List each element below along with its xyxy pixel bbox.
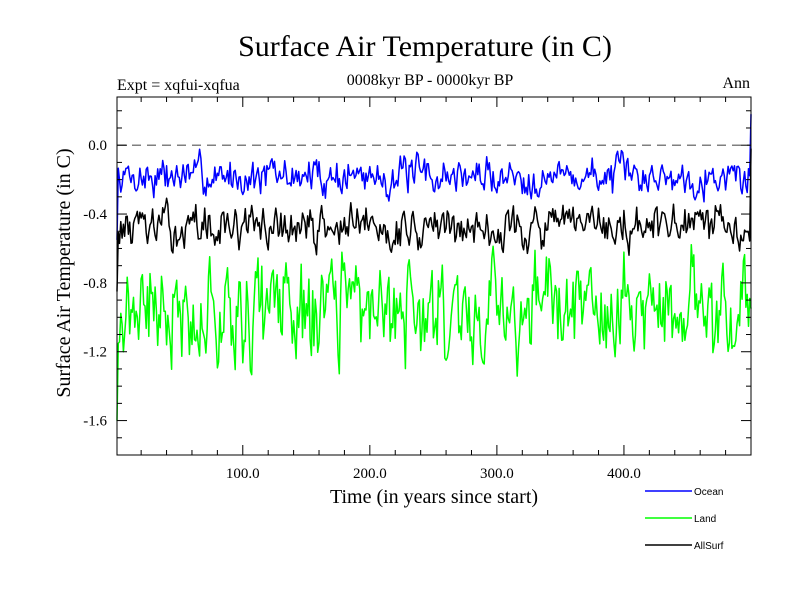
x-tick-label: 300.0 [480,466,514,482]
y-tick-label: -0.8 [83,276,107,292]
y-tick-label: -1.2 [83,345,107,361]
plot-area: 100.0 200.0 300.0 400.0 0.0 -0.4 -0.8 -1.2 -1.6 [83,96,752,482]
chart-title: Surface Air Temperature (in C) [238,30,612,63]
plot-frame [116,96,752,456]
legend: Ocean Land AllSurf [645,487,724,552]
chart-subtitle: 0008kyr BP - 0000kyr BP [347,72,514,89]
series-line-land [116,243,752,421]
experiment-label: Expt = xqfui-xqfua [117,77,240,94]
legend-label-allsurf: AllSurf [694,541,724,552]
legend-label-land: Land [694,514,716,525]
series-line-ocean [116,114,752,240]
legend-label-ocean: Ocean [694,487,723,498]
x-tick-label: 100.0 [226,466,260,482]
x-axis-label: Time (in years since start) [330,486,538,508]
y-axis-label: Surface Air Temperature (in C) [53,148,75,397]
y-tick-label: 0.0 [88,138,107,154]
y-tick-label: -0.4 [83,207,107,223]
x-tick-label: 200.0 [353,466,387,482]
y-tick-label: -1.6 [83,414,107,430]
series-line-allsurf [116,148,752,292]
season-label: Ann [722,75,750,92]
x-tick-label: 400.0 [607,466,641,482]
